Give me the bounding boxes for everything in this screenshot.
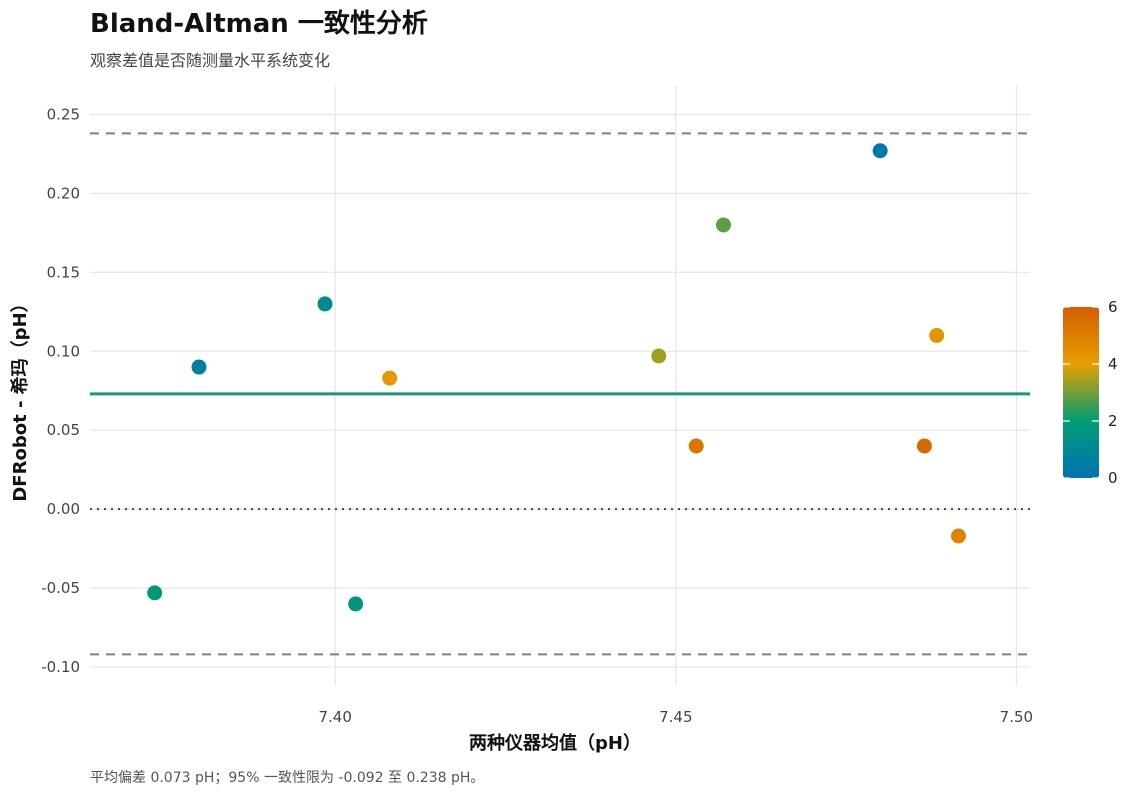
x-axis-label: 两种仪器均值（pH） <box>469 732 641 754</box>
data-points <box>147 143 966 611</box>
data-point <box>651 349 666 364</box>
data-point <box>873 143 888 158</box>
data-point <box>191 360 206 375</box>
colorbar-gradient <box>1063 307 1099 478</box>
data-point <box>348 596 363 611</box>
data-point <box>716 217 731 232</box>
y-tick-label: 0.20 <box>47 184 80 202</box>
y-tick-label: -0.10 <box>41 658 80 676</box>
x-tick-label: 7.50 <box>1000 708 1033 726</box>
colorbar-tick-label: 0 <box>1108 469 1118 487</box>
chart-caption: 平均偏差 0.073 pH；95% 一致性限为 -0.092 至 0.238 p… <box>90 770 484 786</box>
chart-subtitle: 观察差值是否随测量水平系统变化 <box>90 51 330 70</box>
y-tick-label: -0.05 <box>41 579 80 597</box>
colorbar-tick-label: 2 <box>1108 412 1118 430</box>
data-point <box>147 585 162 600</box>
chart-title: Bland-Altman 一致性分析 <box>90 8 428 39</box>
x-axis-ticks: 7.40 7.45 7.50 <box>319 708 1034 726</box>
data-point <box>382 371 397 386</box>
y-tick-label: 0.15 <box>47 263 80 281</box>
data-point <box>951 529 966 544</box>
data-point <box>689 439 704 454</box>
y-tick-label: 0.00 <box>47 500 80 518</box>
y-axis-ticks: 0.25 0.20 0.15 0.10 0.05 0.00 -0.05 -0.10 <box>41 105 80 676</box>
data-point <box>318 296 333 311</box>
reference-lines <box>90 133 1030 654</box>
x-tick-label: 7.45 <box>659 708 692 726</box>
data-point <box>917 439 932 454</box>
color-legend: 6 4 2 0 <box>1063 298 1118 487</box>
y-tick-label: 0.25 <box>47 105 80 123</box>
colorbar-tick-label: 4 <box>1108 355 1118 373</box>
grid-lines <box>90 86 1030 686</box>
colorbar-tick-label: 6 <box>1108 298 1118 316</box>
y-axis-label: DFRobot - 希玛（pH） <box>9 294 31 501</box>
data-point <box>929 328 944 343</box>
y-tick-label: 0.05 <box>47 421 80 439</box>
y-tick-label: 0.10 <box>47 342 80 360</box>
x-tick-label: 7.40 <box>319 708 352 726</box>
